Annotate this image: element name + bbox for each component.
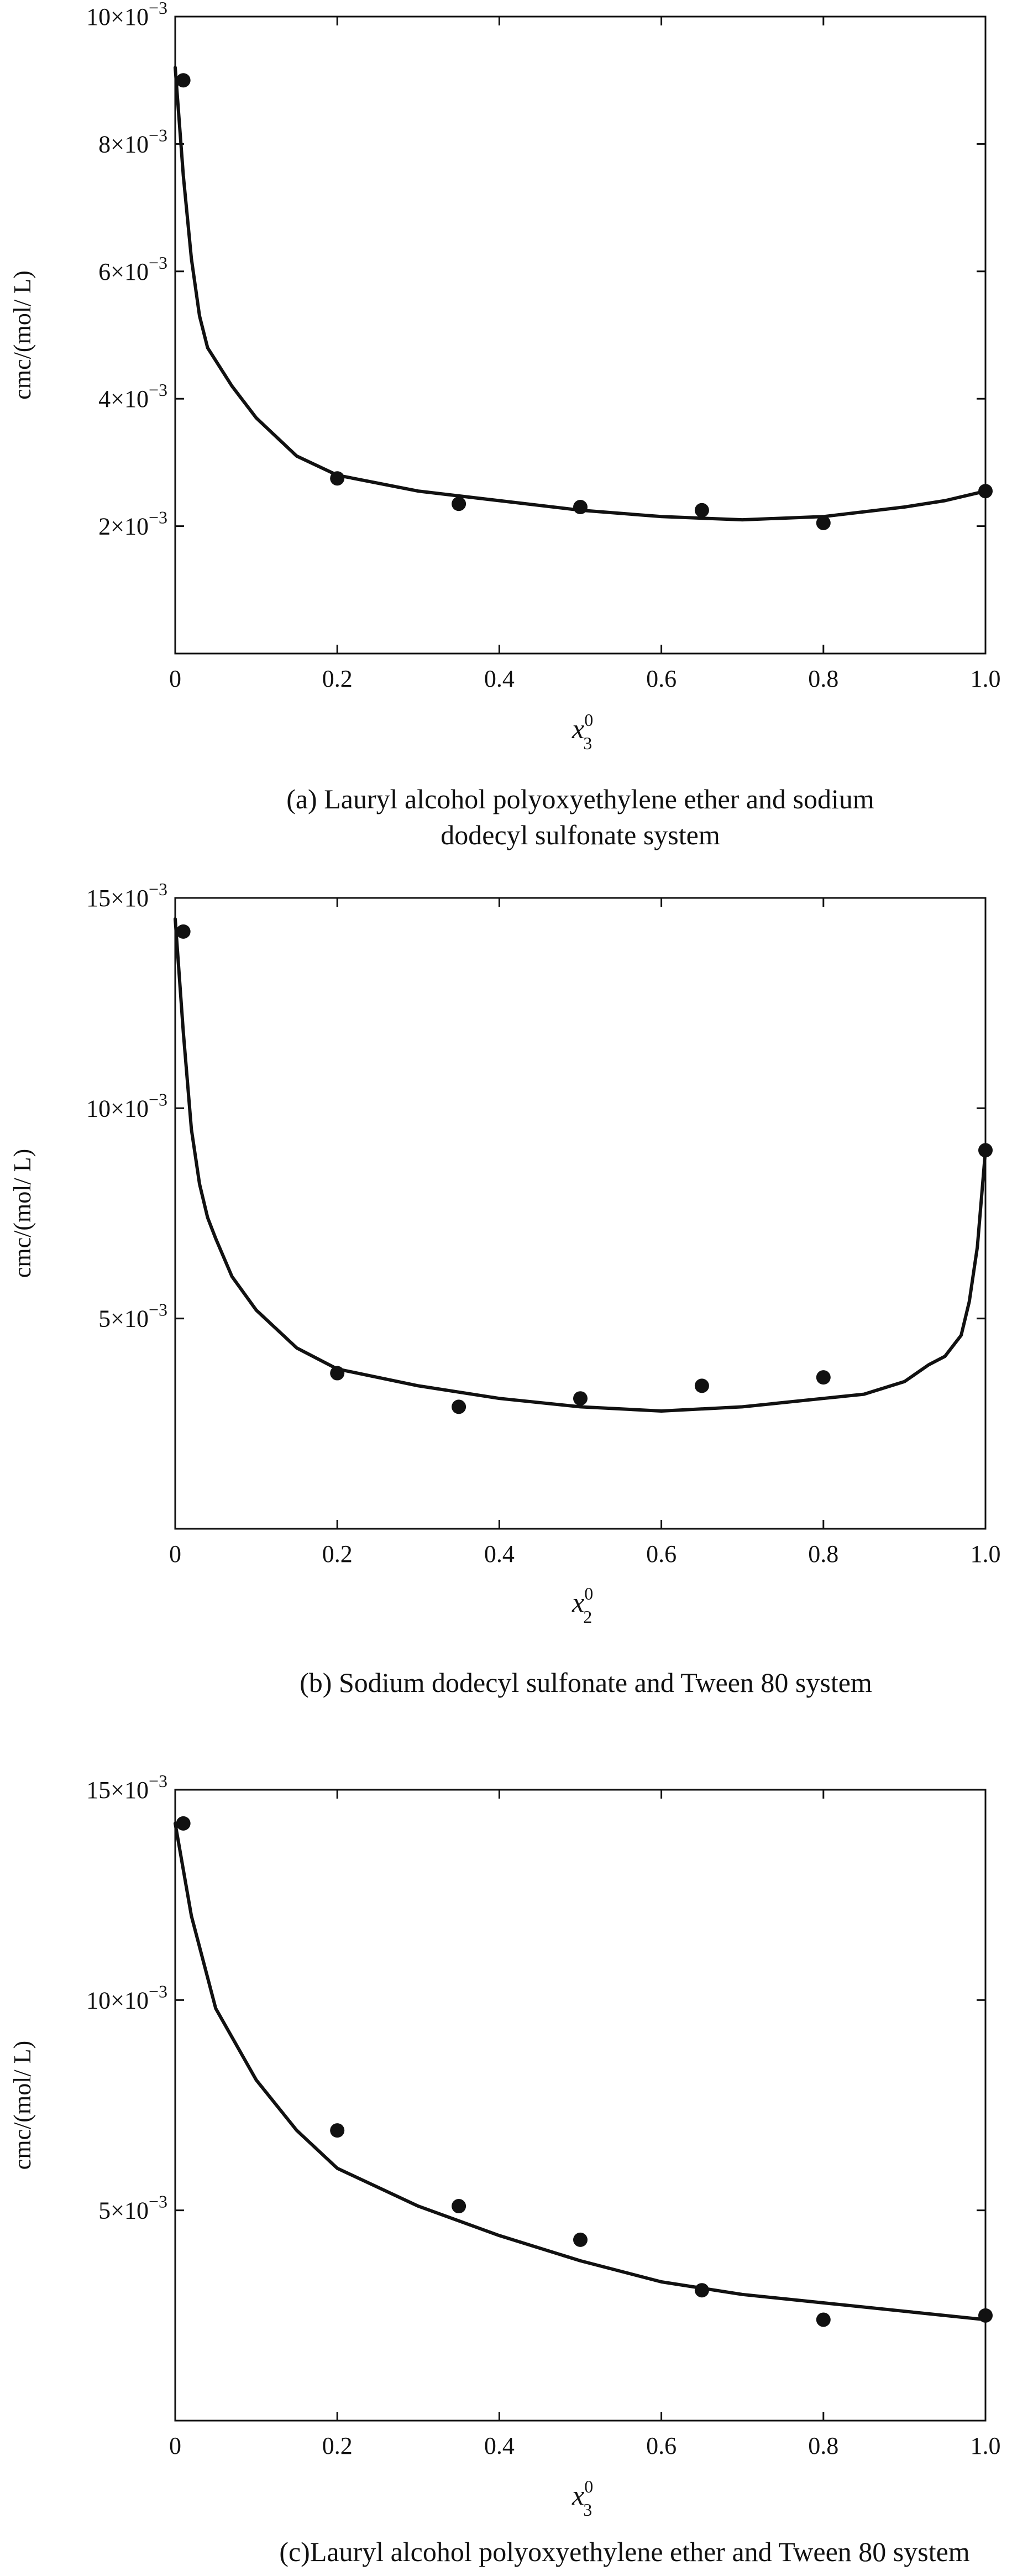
- chart-panel-c: 0 0.2 0.4 0.6 0.8 1.0 5×10−3 10×10−3 15×10−3 cmc/…: [9, 1771, 1001, 2567]
- y-axis-title: cmc/(mol/ L): [9, 1149, 36, 1278]
- x-tick-label: 1.0: [971, 1540, 1001, 1567]
- x-tick-label: 0.2: [322, 2432, 353, 2459]
- data-point: [330, 471, 345, 486]
- x-axis-title: x0 2: [571, 1584, 593, 1627]
- x-tick-label: 0.8: [808, 2432, 838, 2459]
- data-point: [816, 2312, 831, 2327]
- x-tick-label: 0.8: [808, 665, 838, 692]
- x-tick-label: 0.2: [322, 665, 353, 692]
- plot-frame: [174, 897, 987, 1530]
- data-point: [176, 73, 191, 88]
- x-tick-label: 0.6: [646, 2432, 677, 2459]
- data-point: [452, 1399, 466, 1414]
- y-tick-label: 8×10−3: [98, 125, 167, 158]
- data-point: [573, 1391, 588, 1406]
- data-point: [330, 2123, 345, 2138]
- x-tick-label: 0: [169, 2432, 181, 2459]
- y-axis-title: cmc/(mol/ L): [9, 270, 36, 399]
- y-tick-label: 15×10−3: [86, 879, 167, 912]
- chart-panel-a: 0 0.2 0.4 0.6 0.8 1.0 2×10−3 4×10−3 6×10−3 8×10−3…: [9, 0, 1001, 850]
- fit-curve-line: [174, 66, 987, 522]
- x-tick-label: 0.4: [484, 665, 515, 692]
- data-point: [978, 484, 993, 499]
- x-tick-label: 0.2: [322, 1540, 353, 1567]
- y-tick-label: 4×10−3: [98, 380, 167, 412]
- x-tick-label: 0: [169, 665, 181, 692]
- x-axis-title: x0 3: [571, 710, 593, 753]
- figure-caption: dodecyl sulfonate system: [441, 819, 720, 850]
- data-point: [978, 1143, 993, 1158]
- y-tick-label: 10×10−3: [86, 1981, 167, 2014]
- y-tick-label: 10×10−3: [86, 1089, 167, 1122]
- data-point: [816, 515, 831, 530]
- x-tick-label: 0.4: [484, 1540, 515, 1567]
- y-tick-label: 10×10−3: [86, 0, 167, 30]
- data-point: [452, 497, 466, 511]
- y-tick-label: 15×10−3: [86, 1771, 167, 1804]
- x-axis-title: x0 3: [571, 2476, 593, 2520]
- x-tick-label: 0.4: [484, 2432, 515, 2459]
- x-tick-label: 1.0: [971, 2432, 1001, 2459]
- fit-curve-line: [174, 917, 987, 1413]
- data-point: [694, 1378, 709, 1393]
- data-point: [694, 503, 709, 518]
- x-tick-label: 0.8: [808, 1540, 838, 1567]
- data-point: [816, 1370, 831, 1385]
- chart-panel-b: 0 0.2 0.4 0.6 0.8 1.0 5×10−3 10×10−3 15×10−3 cmc/…: [9, 879, 1001, 1698]
- fit-curve-line: [174, 1821, 987, 2322]
- data-point: [573, 2232, 588, 2247]
- y-axis-title: cmc/(mol/ L): [9, 2041, 36, 2170]
- data-point: [452, 2199, 466, 2214]
- plot-frame: [174, 15, 987, 655]
- y-tick-label: 5×10−3: [98, 2192, 167, 2224]
- figure-caption: (c)Lauryl alcohol polyoxyethylene ether …: [279, 2536, 969, 2567]
- x-tick-label: 1.0: [971, 665, 1001, 692]
- plot-frame: [174, 1789, 987, 2422]
- data-point: [978, 2308, 993, 2323]
- data-point: [330, 1366, 345, 1381]
- data-point: [694, 2283, 709, 2298]
- x-tick-label: 0: [169, 1540, 181, 1567]
- figure-caption: (b) Sodium dodecyl sulfonate and Tween 8…: [300, 1667, 872, 1698]
- y-tick-label: 2×10−3: [98, 508, 167, 540]
- data-point: [176, 1816, 191, 1831]
- x-tick-label: 0.6: [646, 1540, 677, 1567]
- x-tick-label: 0.6: [646, 665, 677, 692]
- data-point: [176, 924, 191, 939]
- y-tick-label: 5×10−3: [98, 1300, 167, 1333]
- y-tick-label: 6×10−3: [98, 253, 167, 285]
- data-point: [573, 500, 588, 515]
- figure-caption: (a) Lauryl alcohol polyoxyethylene ether…: [286, 783, 874, 814]
